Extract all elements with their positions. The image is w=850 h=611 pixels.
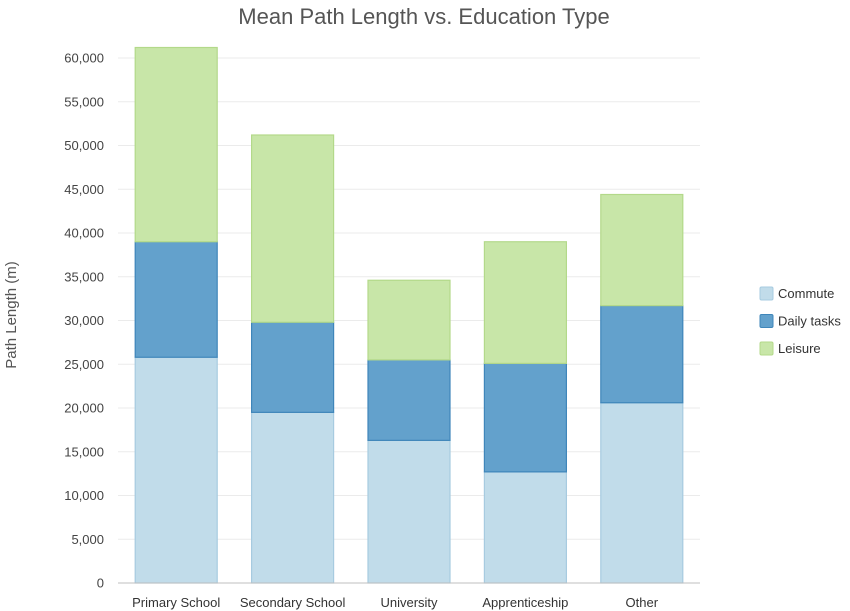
bar-leisure[interactable] (483, 241, 567, 364)
legend-swatch (759, 314, 774, 328)
bar-commute[interactable] (134, 356, 218, 584)
y-tick-label: 20,000 (64, 401, 104, 416)
bar-daily-tasks[interactable] (134, 241, 218, 358)
x-axis-categories: Primary School Secondary School University… (132, 595, 659, 610)
bar-daily-tasks[interactable] (251, 321, 335, 413)
y-tick-label: 40,000 (64, 226, 104, 241)
legend-label: Commute (778, 286, 834, 301)
bar-commute[interactable] (483, 471, 567, 584)
y-tick-label: 25,000 (64, 357, 104, 372)
y-axis-label: Path Length (m) (3, 261, 20, 369)
x-tick-label: Apprenticeship (482, 595, 568, 610)
y-tick-label: 60,000 (64, 51, 104, 66)
legend-swatch (759, 341, 774, 356)
y-tick-label: 0 (97, 576, 104, 591)
y-tick-label: 30,000 (64, 313, 104, 328)
y-axis-ticks: 0 5,000 10,000 15,000 20,000 25,000 30,000 35,0… (64, 51, 104, 591)
y-tick-label: 45,000 (64, 182, 104, 197)
bar-leisure[interactable] (251, 134, 335, 323)
bar-leisure[interactable] (134, 46, 218, 243)
legend-item[interactable]: Commute (759, 286, 834, 301)
y-tick-label: 10,000 (64, 488, 104, 503)
chart-title: Mean Path Length vs. Education Type (238, 4, 609, 29)
bar-daily-tasks[interactable] (600, 305, 684, 404)
bar-commute[interactable] (251, 411, 335, 584)
bar-leisure[interactable] (367, 279, 451, 361)
y-tick-label: 35,000 (64, 269, 104, 284)
x-tick-label: Primary School (132, 595, 220, 610)
legend-label: Leisure (778, 341, 821, 356)
x-tick-label: University (380, 595, 438, 610)
y-tick-label: 55,000 (64, 94, 104, 109)
y-tick-label: 5,000 (71, 532, 104, 547)
bar-commute[interactable] (600, 402, 684, 584)
x-tick-label: Other (626, 595, 659, 610)
legend[interactable]: Commute Daily tasks Leisure (759, 286, 841, 356)
legend-item[interactable]: Leisure (759, 341, 821, 356)
bar-series-group (134, 46, 684, 584)
bar-daily-tasks[interactable] (367, 359, 451, 441)
legend-swatch (759, 286, 774, 301)
y-tick-label: 15,000 (64, 444, 104, 459)
y-tick-label: 50,000 (64, 138, 104, 153)
bar-leisure[interactable] (600, 193, 684, 307)
bar-daily-tasks[interactable] (483, 362, 567, 473)
legend-item[interactable]: Daily tasks (759, 314, 841, 329)
bar-commute[interactable] (367, 439, 451, 584)
legend-label: Daily tasks (778, 314, 841, 329)
x-tick-label: Secondary School (240, 595, 346, 610)
